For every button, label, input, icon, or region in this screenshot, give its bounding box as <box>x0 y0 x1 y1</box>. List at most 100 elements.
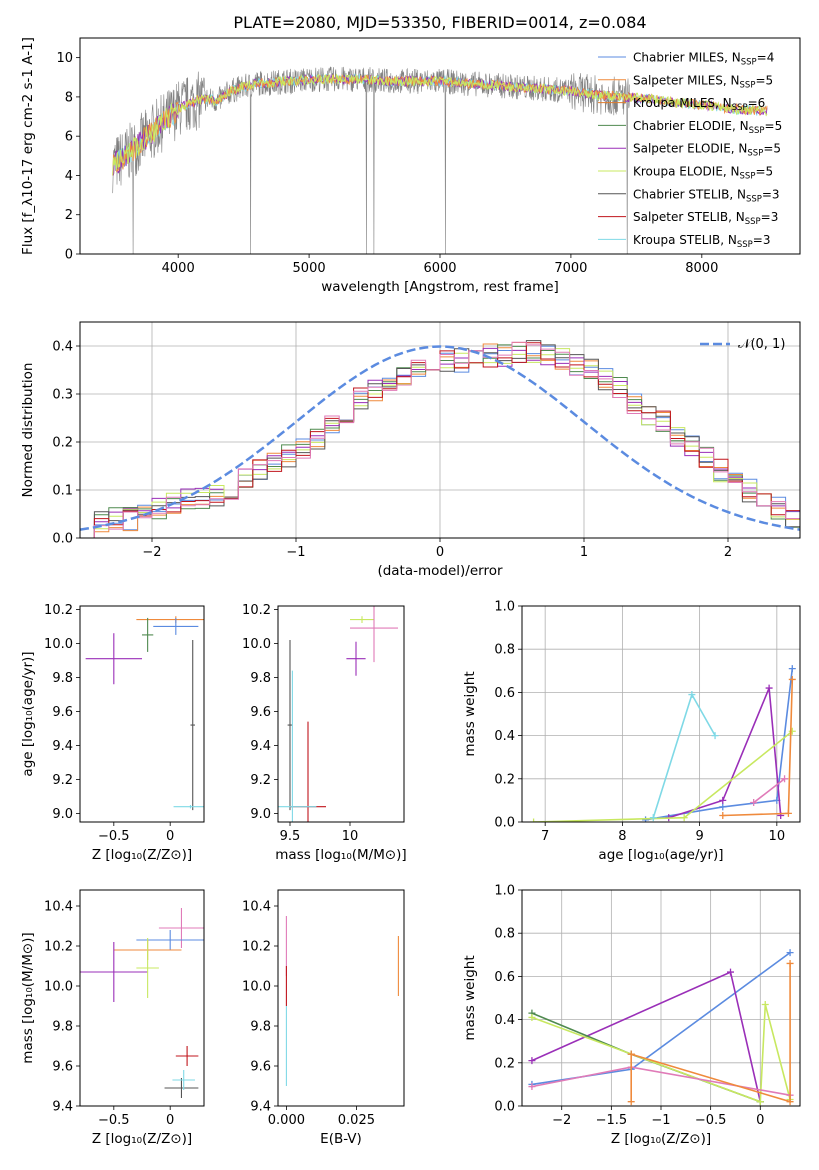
y-tick-label: 9.4 <box>250 1100 271 1115</box>
age-vs-mass-panel: 9.5 10 9.0 9.2 9.4 9.6 9.8 10.0 10.2 mass [log₁₀(… <box>242 603 407 863</box>
y-tick-label: 10 <box>56 51 73 66</box>
y-tick-label: 10.0 <box>44 980 73 995</box>
x-tick-label: 9.5 <box>280 829 301 844</box>
massweight-vs-z-y-label: mass weight <box>462 955 478 1040</box>
y-tick-label: 9.6 <box>250 1060 271 1075</box>
x-tick-label: 2 <box>724 545 732 560</box>
y-tick-label: 1.0 <box>494 884 515 899</box>
y-tick-label: 10.0 <box>242 637 271 652</box>
legend-entry: Chabrier STELIB, NSSP=3 <box>633 187 780 204</box>
x-tick-label: −2 <box>552 1113 571 1128</box>
y-tick-label: 9.4 <box>52 1100 73 1115</box>
mass-weight-marker <box>711 732 719 740</box>
y-tick-label: 9.6 <box>52 705 73 720</box>
axes-frame <box>79 889 205 1107</box>
age-vs-z-panel: −0.5 0 9.0 9.2 9.4 9.6 9.8 10.0 10.2 Z [log₁₀(Z/Z… <box>20 603 205 863</box>
gaussian-curve <box>80 345 800 531</box>
mass-weight-marker <box>719 796 727 804</box>
y-tick-label: 10.2 <box>44 603 73 618</box>
mass-vs-ebv-x-label: E(B-V) <box>320 1131 362 1147</box>
mass-weight-marker <box>719 812 727 820</box>
axes-frame <box>79 321 801 539</box>
x-tick-label: 10 <box>342 829 359 844</box>
mass-vs-ebv-plot-area <box>285 916 399 1086</box>
legend-entry: Kroupa STELIB, NSSP=3 <box>633 233 771 250</box>
legend-entry: Kroupa MILES, NSSP=6 <box>633 96 765 113</box>
massweight-vs-age-y-label: mass weight <box>462 671 478 756</box>
y-tick-label: 0.4 <box>494 1013 515 1028</box>
errorbar-point <box>350 616 374 624</box>
mass-weight-line <box>531 1004 791 1103</box>
x-tick-label: 7 <box>541 829 549 844</box>
x-tick-label: 0 <box>436 545 444 560</box>
mass-weight-marker <box>627 1098 635 1106</box>
spectrum-y-label: Flux [f_λ10-17 erg cm-2 s-1 A-1] <box>20 37 36 255</box>
axes-frame <box>521 889 801 1107</box>
mass-vs-z-x-label: Z [log₁₀(Z/Z⊙)] <box>92 1131 192 1147</box>
mass-weight-line <box>645 668 794 821</box>
errorbar-point <box>142 617 154 652</box>
residuals-y-label: Normed distribution <box>20 363 36 498</box>
y-tick-label: 2 <box>65 208 73 223</box>
y-tick-label: 0.6 <box>494 686 515 701</box>
histogram-pink <box>80 341 800 538</box>
x-tick-label: −1.5 <box>596 1113 628 1128</box>
axes-frame <box>521 605 801 823</box>
mass-weight-line <box>722 679 794 817</box>
mass-weight-marker <box>786 1098 794 1106</box>
y-tick-label: 0.1 <box>52 484 73 499</box>
mass-weight-line <box>533 730 793 822</box>
spectrum-panel: 4000 5000 6000 7000 8000 0 2 4 6 8 10 wavelength [A… <box>20 13 801 295</box>
y-tick-label: 9.8 <box>250 1020 271 1035</box>
errorbar-point <box>136 930 204 950</box>
x-tick-label: 8 <box>618 829 626 844</box>
x-tick-label: −2 <box>142 545 161 560</box>
x-tick-label: −0.5 <box>695 1113 727 1128</box>
x-tick-label: −0.5 <box>98 829 130 844</box>
residuals-panel: −2 −1 0 1 2 0.0 0.1 0.2 0.3 0.4 (data-model)/error… <box>20 321 801 579</box>
x-tick-label: 0.000 <box>268 1113 305 1128</box>
x-tick-label: 0.025 <box>338 1113 375 1128</box>
y-tick-label: 0.2 <box>494 1056 515 1071</box>
x-tick-label: 5000 <box>293 261 326 276</box>
x-tick-label: −1 <box>651 1113 670 1128</box>
axes-frame <box>277 889 405 1107</box>
model-spectrum-kroupa_elodie <box>112 73 768 176</box>
y-tick-label: 9.6 <box>250 705 271 720</box>
axes-frame <box>277 605 405 823</box>
observed-spectrum-line <box>112 66 630 254</box>
mass-vs-z-y-label: mass [log₁₀(M/M⊙)] <box>20 932 36 1063</box>
y-tick-label: 10.0 <box>242 980 271 995</box>
mass-weight-marker <box>788 665 796 673</box>
mass-weight-marker <box>750 799 758 807</box>
histogram-chabrier_stelib <box>80 340 800 538</box>
errorbar-point <box>85 633 142 685</box>
residuals-plot-area <box>80 322 800 538</box>
y-tick-label: 0.8 <box>494 927 515 942</box>
y-tick-label: 9.0 <box>250 807 271 822</box>
errorbar-point <box>350 606 398 663</box>
x-tick-label: 0 <box>756 1113 764 1128</box>
mass-weight-marker <box>688 691 696 699</box>
legend-entry: Chabrier MILES, NSSP=4 <box>633 51 774 68</box>
y-tick-label: 9.0 <box>52 807 73 822</box>
y-tick-label: 0.0 <box>52 532 73 547</box>
y-tick-label: 8 <box>65 90 73 105</box>
mass-weight-marker <box>786 949 794 957</box>
y-tick-label: 0.0 <box>494 816 515 831</box>
axes-frame <box>79 37 801 255</box>
errorbar-point <box>278 670 317 822</box>
y-tick-label: 9.4 <box>52 739 73 754</box>
y-tick-label: 9.8 <box>52 1020 73 1035</box>
errorbar-point <box>136 938 159 998</box>
y-tick-label: 9.4 <box>250 739 271 754</box>
mass-weight-line <box>652 692 716 818</box>
mass-weight-marker <box>786 959 794 967</box>
x-tick-label: 0 <box>166 829 174 844</box>
x-tick-label: 6000 <box>423 261 456 276</box>
errorbar-point <box>153 617 199 635</box>
errorbar-point <box>158 908 204 948</box>
age-vs-z-plot-area <box>85 616 204 811</box>
x-tick-label: 1 <box>580 545 588 560</box>
